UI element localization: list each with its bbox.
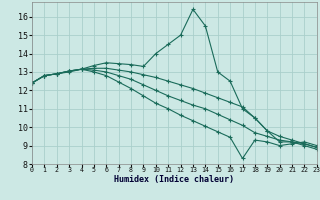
X-axis label: Humidex (Indice chaleur): Humidex (Indice chaleur) xyxy=(115,175,234,184)
